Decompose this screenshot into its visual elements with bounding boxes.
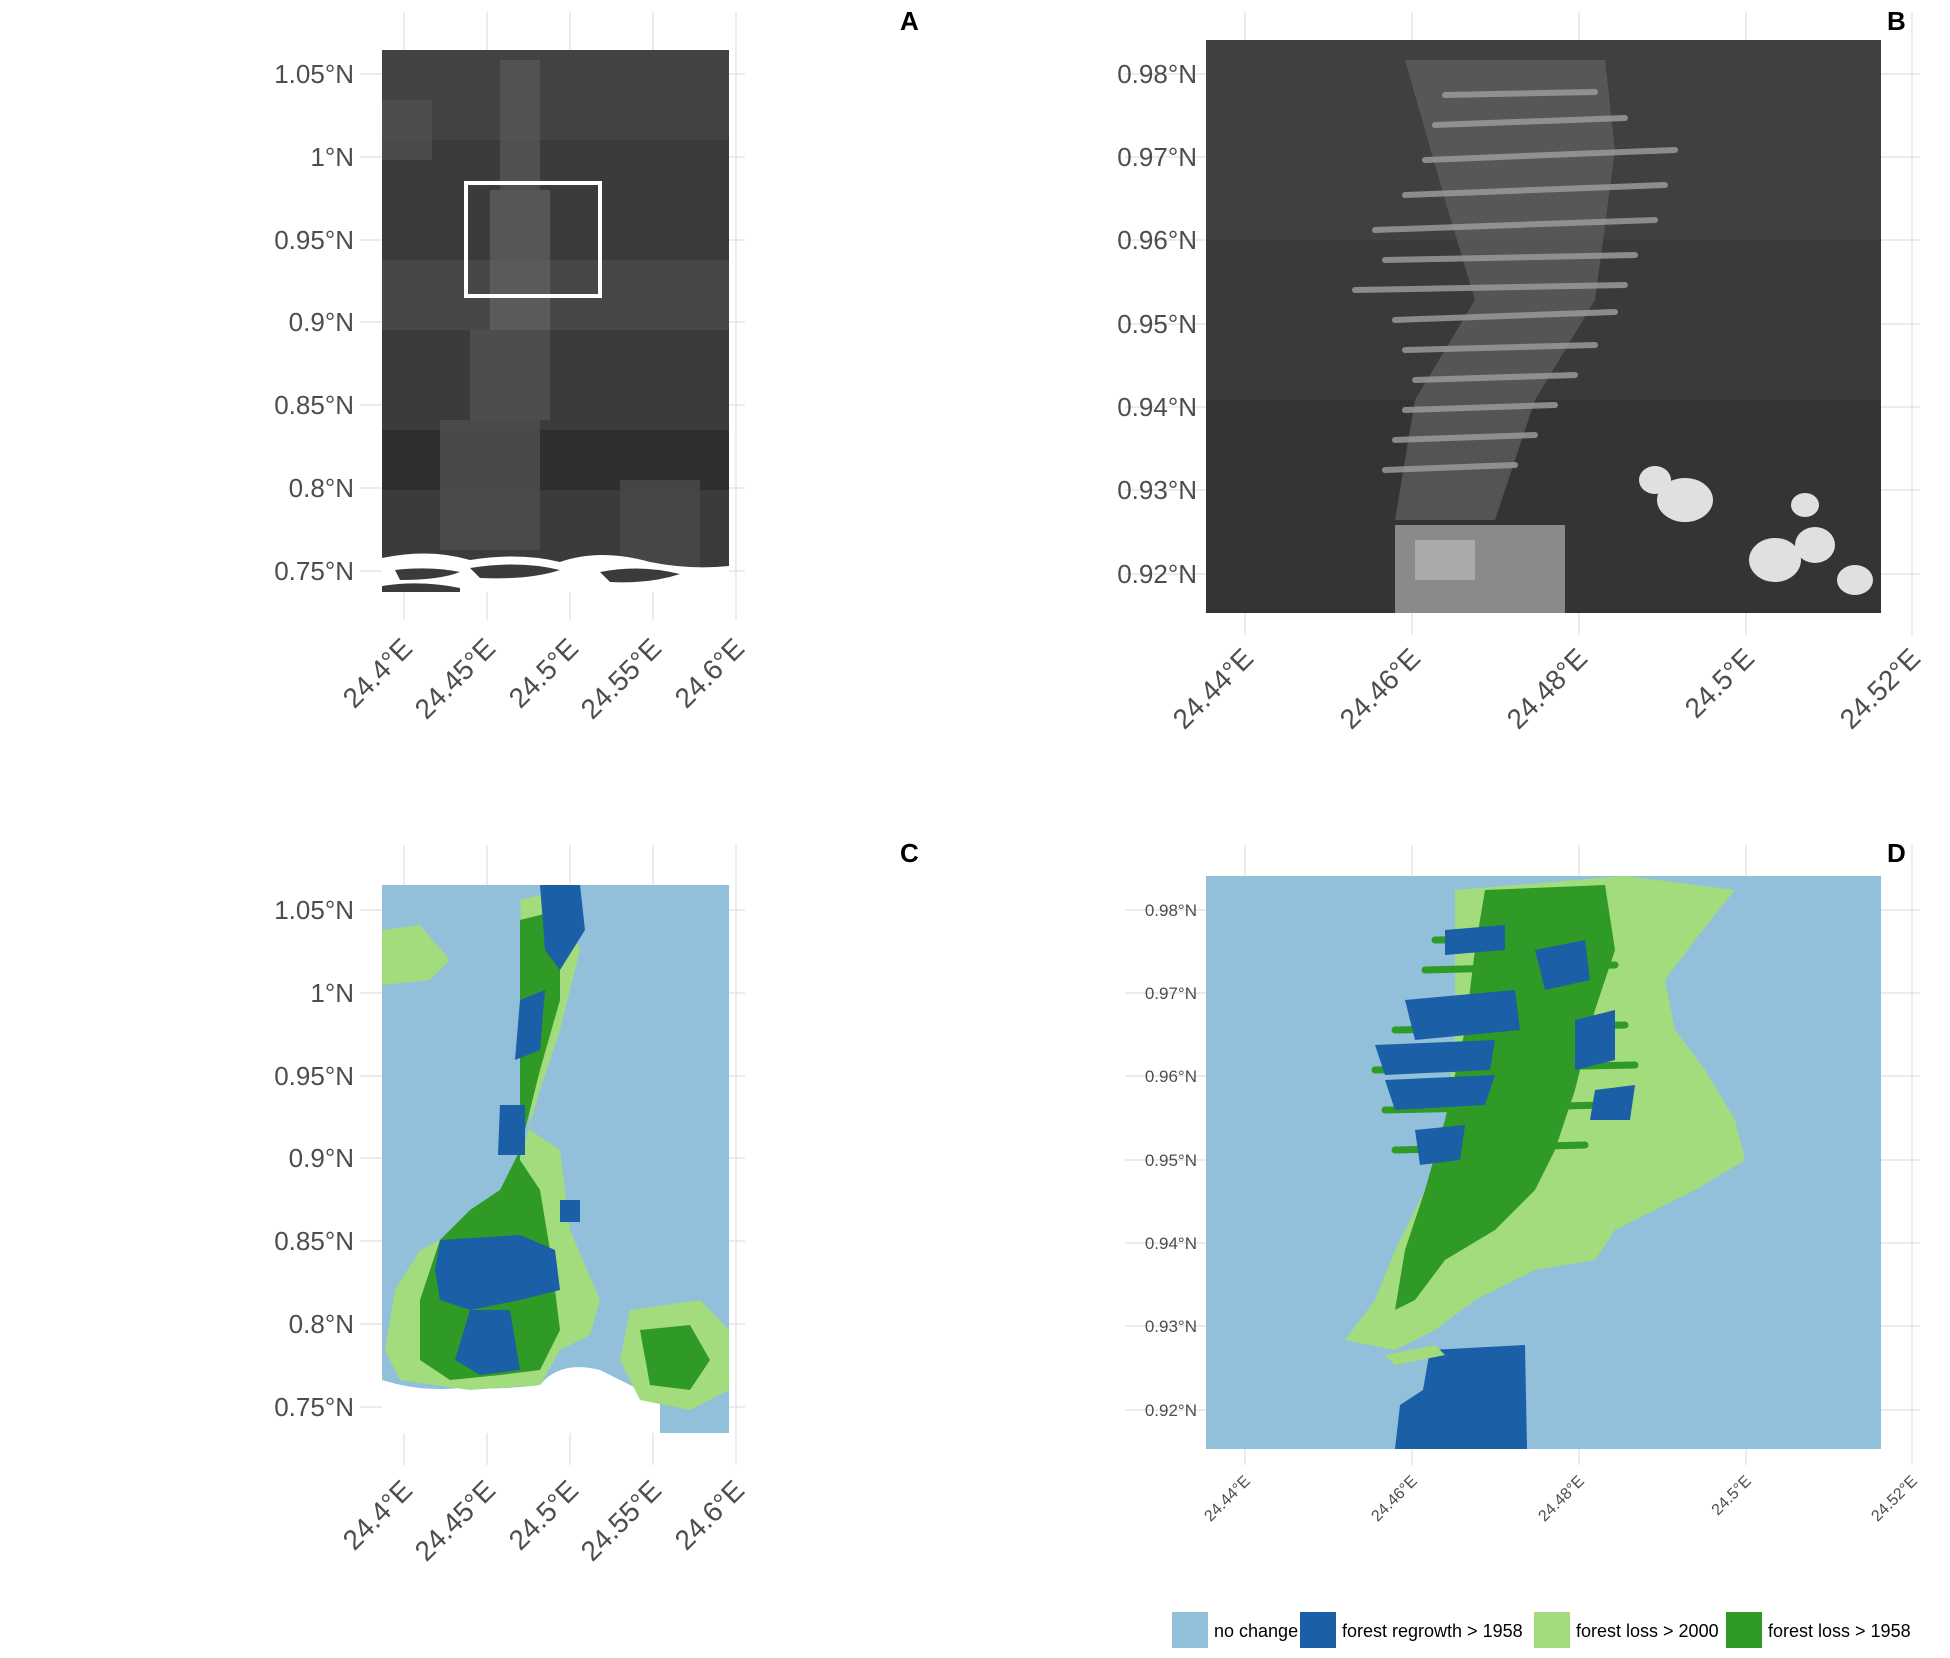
panel-a-x-tick: 24.45°E [409, 632, 502, 725]
panel-a-y-tick: 1.05°N [274, 59, 354, 89]
panel-c-y-axis: 1.05°N 1°N 0.95°N 0.9°N 0.85°N 0.8°N 0.7… [274, 895, 354, 1422]
panel-c-x-tick: 24.5°E [503, 1474, 585, 1556]
legend-item-regrowth: forest regrowth > 1958 [1300, 1612, 1523, 1648]
panel-a-x-tick: 24.4°E [337, 632, 419, 714]
panel-b-y-tick: 0.97°N [1117, 142, 1197, 172]
panel-d-y-tick: 0.96°N [1145, 1067, 1197, 1086]
legend-swatch [1300, 1612, 1336, 1648]
panel-b-x-axis: 24.44°E 24.46°E 24.48°E 24.5°E 24.52°E [1167, 642, 1927, 735]
panel-c-label: C [900, 838, 919, 868]
panel-a-x-tick: 24.5°E [503, 632, 585, 714]
panel-a-y-axis: 1.05°N 1°N 0.95°N 0.9°N 0.85°N 0.8°N 0.7… [274, 59, 354, 586]
panel-d-label: D [1887, 838, 1906, 868]
panel-d-y-tick: 0.98°N [1145, 901, 1197, 920]
panel-c-y-tick: 0.8°N [289, 1309, 354, 1339]
panel-c-y-tick: 1°N [310, 978, 354, 1008]
panel-c-x-axis: 24.4°E 24.45°E 24.5°E 24.55°E 24.6°E [337, 1474, 751, 1567]
panel-c-y-tick: 0.95°N [274, 1061, 354, 1091]
panel-d-y-tick: 0.94°N [1145, 1234, 1197, 1253]
panel-b-y-axis: 0.98°N 0.97°N 0.96°N 0.95°N 0.94°N 0.93°… [1117, 59, 1197, 589]
legend-swatch [1534, 1612, 1570, 1648]
panel-d-y-axis: 0.98°N 0.97°N 0.96°N 0.95°N 0.94°N 0.93°… [1145, 901, 1197, 1420]
panel-d-x-tick: 24.5°E [1709, 1473, 1755, 1519]
panel-a-label: A [900, 6, 919, 36]
panel-c-y-tick: 0.75°N [274, 1392, 354, 1422]
panel-d-y-tick: 0.95°N [1145, 1151, 1197, 1170]
panel-b-y-tick: 0.95°N [1117, 309, 1197, 339]
panel-a: 1.05°N 1°N 0.95°N 0.9°N 0.85°N 0.8°N 0.7… [274, 6, 919, 725]
panel-d-x-axis: 24.44°E 24.46°E 24.48°E 24.5°E 24.52°E [1201, 1473, 1920, 1525]
legend-item-loss-2000: forest loss > 2000 [1534, 1612, 1719, 1648]
panel-b-x-tick: 24.48°E [1501, 642, 1594, 735]
legend-item-no-change: no change [1172, 1612, 1298, 1648]
panel-a-y-tick: 0.85°N [274, 390, 354, 420]
panel-a-x-axis: 24.4°E 24.45°E 24.5°E 24.55°E 24.6°E [337, 632, 751, 725]
legend-label: no change [1214, 1621, 1298, 1641]
legend: no change forest regrowth > 1958 forest … [1172, 1612, 1911, 1648]
panel-b-y-tick: 0.96°N [1117, 225, 1197, 255]
legend-item-loss-1958: forest loss > 1958 [1726, 1612, 1911, 1648]
panel-c-y-tick: 0.85°N [274, 1226, 354, 1256]
legend-label: forest regrowth > 1958 [1342, 1621, 1523, 1641]
panel-c-x-tick: 24.6°E [669, 1474, 751, 1556]
panel-a-y-tick: 1°N [310, 142, 354, 172]
panel-a-y-tick: 0.95°N [274, 225, 354, 255]
panel-b-x-tick: 24.44°E [1167, 642, 1260, 735]
panel-a-x-tick: 24.6°E [669, 632, 751, 714]
panel-c-x-tick: 24.45°E [409, 1474, 502, 1567]
panel-d-x-tick: 24.48°E [1535, 1473, 1587, 1525]
panel-d-y-tick: 0.97°N [1145, 984, 1197, 1003]
panel-b-y-tick: 0.92°N [1117, 559, 1197, 589]
panel-c-y-tick: 1.05°N [274, 895, 354, 925]
panel-b-x-tick: 24.52°E [1834, 642, 1927, 735]
panel-b-y-tick: 0.94°N [1117, 392, 1197, 422]
panel-c-x-tick: 24.4°E [337, 1474, 419, 1556]
panel-b-x-tick: 24.46°E [1334, 642, 1427, 735]
panel-a-satellite-image [382, 50, 729, 592]
legend-swatch [1726, 1612, 1762, 1648]
panel-b: 0.98°N 0.97°N 0.96°N 0.95°N 0.94°N 0.93°… [1117, 6, 1927, 735]
panel-d-x-tick: 24.44°E [1201, 1473, 1253, 1525]
panel-c-change-map [382, 885, 729, 1433]
panel-a-y-tick: 0.8°N [289, 473, 354, 503]
legend-label: forest loss > 1958 [1768, 1621, 1911, 1641]
panel-a-x-tick: 24.55°E [575, 632, 668, 725]
legend-label: forest loss > 2000 [1576, 1621, 1719, 1641]
panel-c-x-tick: 24.55°E [575, 1474, 668, 1567]
panel-b-label: B [1887, 6, 1906, 36]
panel-c-y-tick: 0.9°N [289, 1143, 354, 1173]
panel-b-satellite-image [1206, 40, 1881, 613]
panel-d: 0.98°N 0.97°N 0.96°N 0.95°N 0.94°N 0.93°… [1125, 838, 1921, 1525]
panel-a-y-tick: 0.9°N [289, 307, 354, 337]
panel-d-change-map [1206, 876, 1881, 1449]
panel-c: 1.05°N 1°N 0.95°N 0.9°N 0.85°N 0.8°N 0.7… [274, 838, 919, 1567]
legend-swatch [1172, 1612, 1208, 1648]
panel-a-y-tick: 0.75°N [274, 556, 354, 586]
panel-d-y-tick: 0.93°N [1145, 1317, 1197, 1336]
panel-b-y-tick: 0.98°N [1117, 59, 1197, 89]
panel-b-y-tick: 0.93°N [1117, 475, 1197, 505]
panel-d-y-tick: 0.92°N [1145, 1401, 1197, 1420]
panel-d-x-tick: 24.52°E [1868, 1473, 1920, 1525]
panel-d-x-tick: 24.46°E [1368, 1473, 1420, 1525]
panel-b-x-tick: 24.5°E [1679, 642, 1761, 724]
panel-a-inset-box [464, 181, 602, 298]
